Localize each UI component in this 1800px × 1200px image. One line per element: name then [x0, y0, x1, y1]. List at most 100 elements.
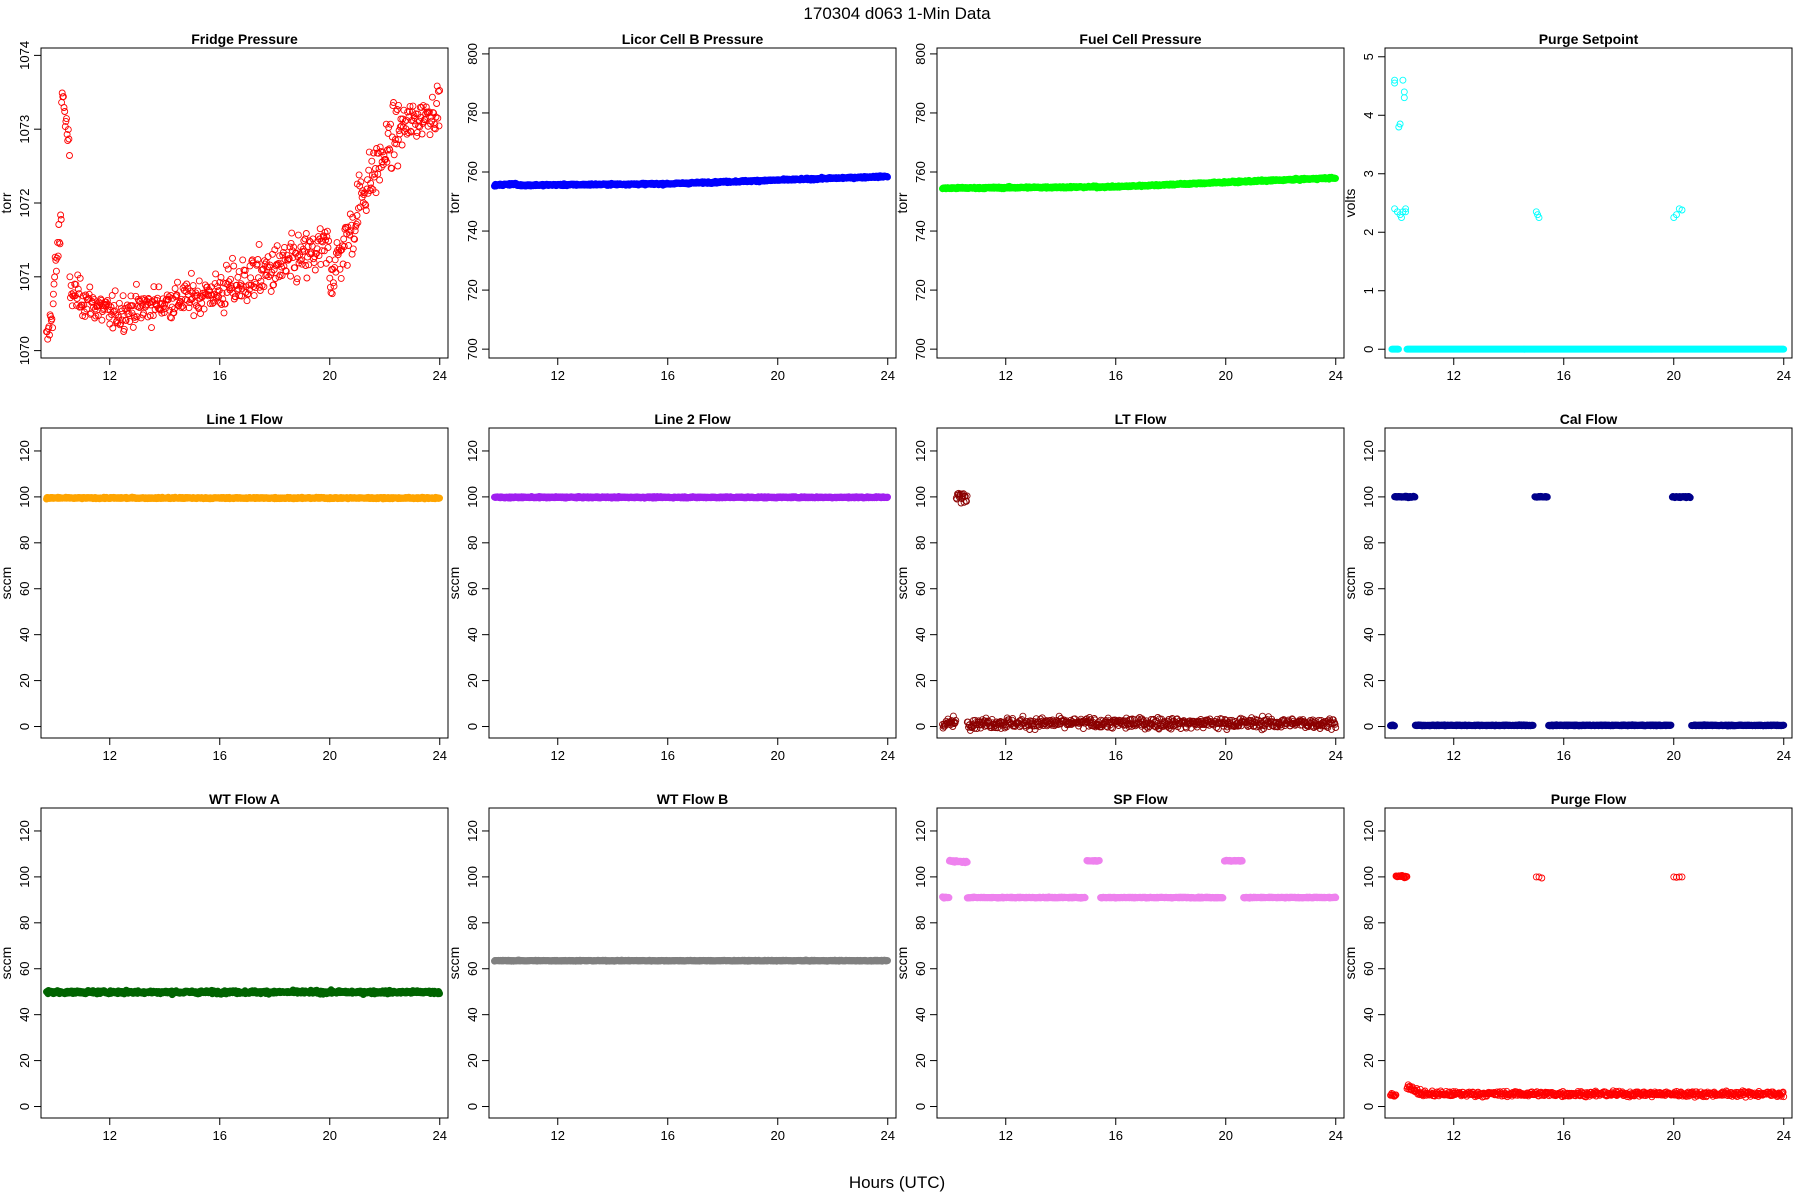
panel-title: Line 1 Flow: [206, 411, 282, 427]
data-point: [313, 245, 321, 253]
data-point: [178, 302, 186, 310]
data-point: [180, 304, 188, 312]
data-point: [78, 301, 86, 309]
data-point: [164, 296, 172, 304]
data-point: [68, 302, 76, 310]
y-tick-label: 780: [913, 102, 928, 124]
y-tick-label: 60: [17, 582, 32, 596]
y-tick-label: 80: [17, 536, 32, 550]
data-point: [61, 108, 69, 115]
data-point: [50, 280, 58, 288]
data-point: [271, 246, 279, 254]
data-point: [243, 297, 251, 305]
x-tick-label: 16: [1109, 748, 1123, 763]
data-point: [390, 99, 397, 106]
data-point: [327, 289, 335, 297]
data-point: [51, 273, 59, 281]
data-point: [119, 316, 126, 324]
figure-x-axis-label: Hours (UTC): [849, 1173, 945, 1192]
data-point: [400, 106, 408, 114]
y-axis-label: sccm: [0, 567, 14, 600]
data-point: [310, 259, 318, 267]
y-tick-label: 120: [913, 440, 928, 462]
data-point: [324, 244, 332, 252]
data-point: [297, 256, 305, 264]
y-tick-label: 120: [465, 440, 480, 462]
data-point: [83, 305, 91, 313]
y-tick-label: 3: [1361, 170, 1376, 177]
data-point: [355, 204, 362, 212]
data-point: [282, 267, 290, 275]
data-point: [244, 290, 252, 298]
data-point: [146, 312, 154, 319]
data-point: [337, 274, 345, 282]
data-point: [200, 305, 208, 313]
data-point: [435, 122, 443, 130]
data-point: [185, 304, 193, 312]
data-point: [212, 270, 220, 278]
data-point: [398, 141, 406, 149]
data-point: [337, 247, 345, 255]
data-point: [405, 107, 413, 115]
data-point: [64, 137, 72, 145]
data-point: [330, 282, 338, 290]
y-tick-label: 40: [465, 627, 480, 641]
data-point: [221, 300, 229, 308]
data-point: [270, 281, 278, 289]
data-point: [281, 243, 288, 251]
y-tick-label: 20: [17, 673, 32, 687]
data-point: [254, 256, 262, 263]
y-tick-label: 20: [913, 673, 928, 687]
data-point: [357, 178, 365, 186]
plot-frame: [1384, 47, 1793, 359]
y-tick-label: 0: [913, 723, 928, 730]
data-point: [217, 273, 225, 281]
data-point: [293, 278, 301, 286]
x-tick-label: 16: [661, 748, 675, 763]
data-point: [86, 283, 94, 291]
x-tick-label: 20: [1219, 368, 1233, 383]
data-point: [293, 275, 301, 283]
data-point: [365, 166, 373, 174]
data-point: [250, 292, 258, 300]
data-point: [325, 256, 333, 264]
data-point: [342, 223, 349, 231]
y-tick-label: 100: [913, 486, 928, 508]
x-tick-label: 24: [1777, 368, 1791, 383]
data-point: [362, 207, 370, 214]
data-point: [300, 247, 308, 255]
data-point: [281, 256, 289, 264]
data-point: [233, 286, 241, 294]
data-point: [418, 103, 425, 111]
data-point: [60, 104, 68, 111]
data-point: [386, 146, 394, 154]
data-point: [119, 292, 127, 300]
plot-frame: [488, 47, 897, 359]
data-point: [349, 213, 357, 221]
data-point: [436, 494, 443, 502]
data-point: [361, 200, 369, 208]
data-point: [384, 146, 391, 154]
data-point: [311, 253, 319, 261]
data-point: [1332, 174, 1339, 182]
data-point: [343, 261, 351, 269]
data-point: [241, 267, 249, 274]
data-point: [62, 117, 70, 125]
data-point: [259, 265, 267, 273]
y-tick-label: 120: [17, 440, 32, 462]
data-point: [117, 320, 125, 328]
x-tick-label: 24: [881, 748, 895, 763]
data-point: [111, 307, 119, 315]
data-point: [247, 274, 255, 282]
data-point: [133, 313, 141, 321]
data-point: [326, 274, 334, 282]
data-point: [66, 152, 73, 159]
data-point: [345, 242, 352, 249]
data-point: [267, 287, 275, 295]
data-point: [340, 235, 348, 243]
data-point: [434, 114, 442, 122]
y-tick-label: 1074: [17, 41, 32, 70]
